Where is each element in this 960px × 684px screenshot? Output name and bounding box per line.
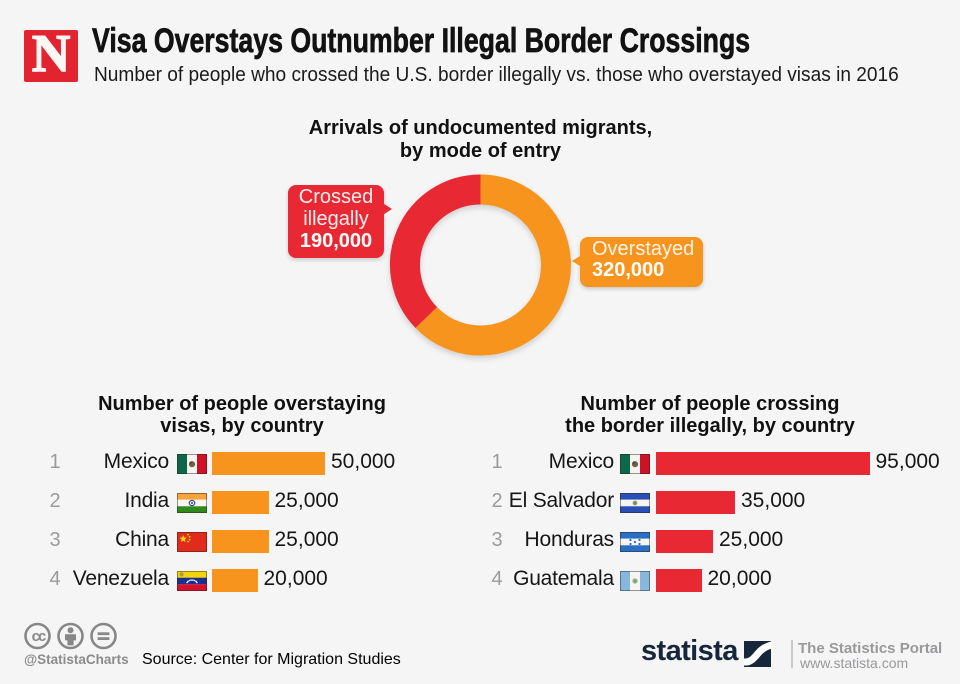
svg-text:cc: cc	[32, 628, 46, 645]
